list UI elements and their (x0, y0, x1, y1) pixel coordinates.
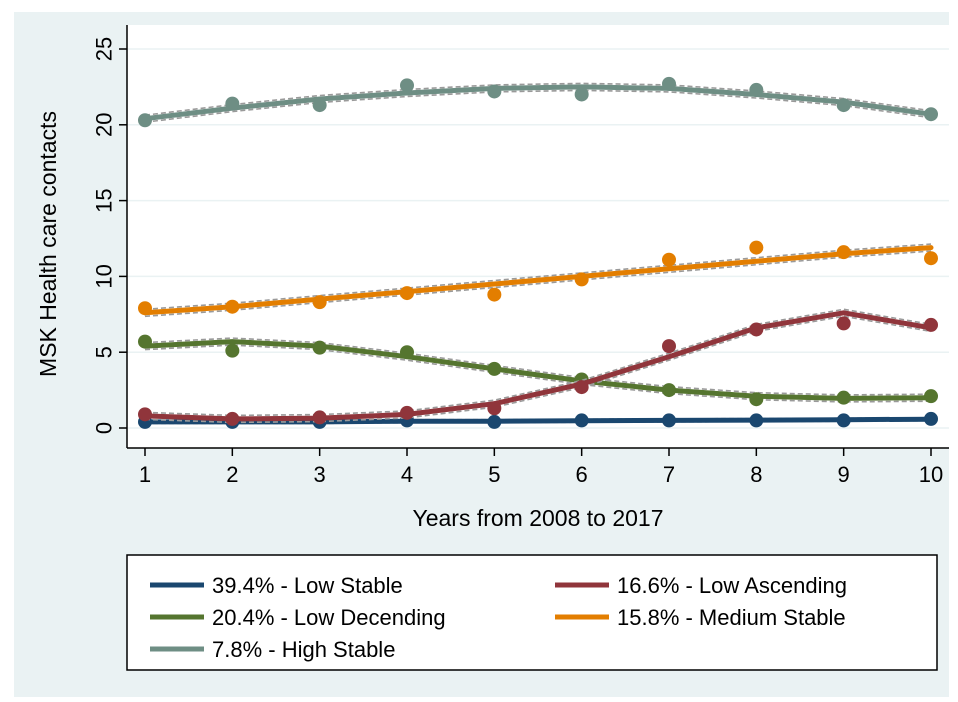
observed-point (662, 252, 676, 267)
observed-point (487, 414, 502, 429)
legend-label: 16.6% - Low Ascending (617, 573, 847, 598)
observed-point (924, 251, 938, 266)
observed-point (225, 343, 240, 358)
observed-point (225, 411, 240, 426)
observed-point (836, 390, 851, 405)
observed-point (662, 383, 676, 398)
legend-label: 39.4% - Low Stable (212, 573, 403, 598)
confidence-band-lower (144, 315, 932, 424)
observed-point (574, 380, 589, 395)
observed-point (662, 413, 676, 428)
legend-item: 39.4% - Low Stable (150, 573, 403, 598)
x-tick-label: 1 (139, 462, 151, 487)
observed-point (749, 413, 764, 428)
observed-point (225, 96, 240, 111)
legend-item: 15.8% - Medium Stable (555, 605, 846, 630)
observed-point (662, 76, 676, 91)
observed-point (312, 98, 327, 113)
observed-point (836, 245, 851, 260)
series (138, 76, 938, 429)
grid-lines (127, 48, 949, 429)
x-tick-label: 5 (488, 462, 500, 487)
observed-point (836, 316, 851, 331)
observed-point (924, 389, 938, 404)
legend-label: 20.4% - Low Decending (212, 605, 446, 630)
observed-point (749, 240, 764, 255)
fitted-line (142, 245, 934, 316)
observed-point (924, 107, 938, 122)
confidence-band-upper (144, 243, 932, 311)
y-axis-label: MSK Health care contacts (35, 111, 61, 377)
observed-point (487, 84, 502, 99)
observed-point (836, 98, 851, 113)
series-2 (138, 334, 938, 407)
y-tick-label: 5 (92, 346, 117, 358)
fitted-line (142, 84, 934, 122)
observed-point (400, 345, 414, 360)
observed-point (487, 401, 502, 416)
confidence-band-lower (144, 344, 932, 403)
observed-point (312, 295, 327, 310)
legend: 39.4% - Low Stable 16.6% - Low Ascending 2… (126, 554, 938, 671)
observed-point (400, 78, 414, 93)
x-tick-label: 3 (314, 462, 326, 487)
observed-point (138, 407, 152, 422)
legend-box (126, 554, 938, 671)
y-tick-label: 25 (92, 37, 117, 61)
legend-label: 7.8% - High Stable (212, 637, 395, 662)
observed-point (312, 340, 327, 355)
y-tick-label: 0 (92, 422, 117, 434)
observed-point (312, 410, 327, 425)
series-1 (138, 308, 938, 426)
legend-item: 16.6% - Low Ascending (555, 573, 847, 598)
series-4 (138, 76, 938, 128)
observed-point (574, 87, 589, 102)
y-tick-label: 15 (92, 188, 117, 212)
observed-point (225, 299, 240, 314)
confidence-band-lower (144, 89, 932, 123)
x-tick-label: 7 (663, 462, 675, 487)
observed-point (749, 392, 764, 407)
confidence-band-lower (144, 250, 932, 318)
confidence-band-upper (144, 82, 932, 116)
x-tick-label: 4 (401, 462, 413, 487)
observed-point (138, 301, 152, 316)
confidence-band-upper (144, 308, 932, 417)
y-tick-label: 20 (92, 113, 117, 137)
observed-point (138, 334, 152, 349)
confidence-band-upper (144, 337, 932, 396)
observed-point (487, 361, 502, 376)
x-tick-label: 9 (838, 462, 850, 487)
legend-label: 15.8% - Medium Stable (617, 605, 846, 630)
observed-point (574, 272, 589, 287)
observed-point (924, 317, 938, 332)
observed-point (487, 287, 502, 302)
observed-point (574, 413, 589, 428)
observed-point (749, 322, 764, 337)
observed-point (924, 411, 938, 426)
observed-point (749, 82, 764, 97)
observed-point (138, 113, 152, 128)
observed-point (662, 339, 676, 354)
x-tick-label: 2 (226, 462, 238, 487)
x-axis-label: Years from 2008 to 2017 (412, 505, 663, 531)
x-tick-label: 6 (576, 462, 588, 487)
axes: 0 5 10 15 20 25 1 2 3 4 5 6 7 8 9 10 (92, 37, 944, 487)
fitted-line (142, 310, 934, 422)
observed-point (836, 413, 851, 428)
legend-item: 7.8% - High Stable (150, 637, 395, 662)
series-3 (138, 240, 938, 318)
y-tick-label: 10 (92, 264, 117, 288)
fitted-line (142, 339, 934, 401)
x-tick-label: 8 (750, 462, 762, 487)
observed-point (400, 286, 414, 301)
legend-item: 20.4% - Low Decending (150, 605, 446, 630)
x-tick-label: 10 (919, 462, 943, 487)
observed-point (400, 405, 414, 420)
